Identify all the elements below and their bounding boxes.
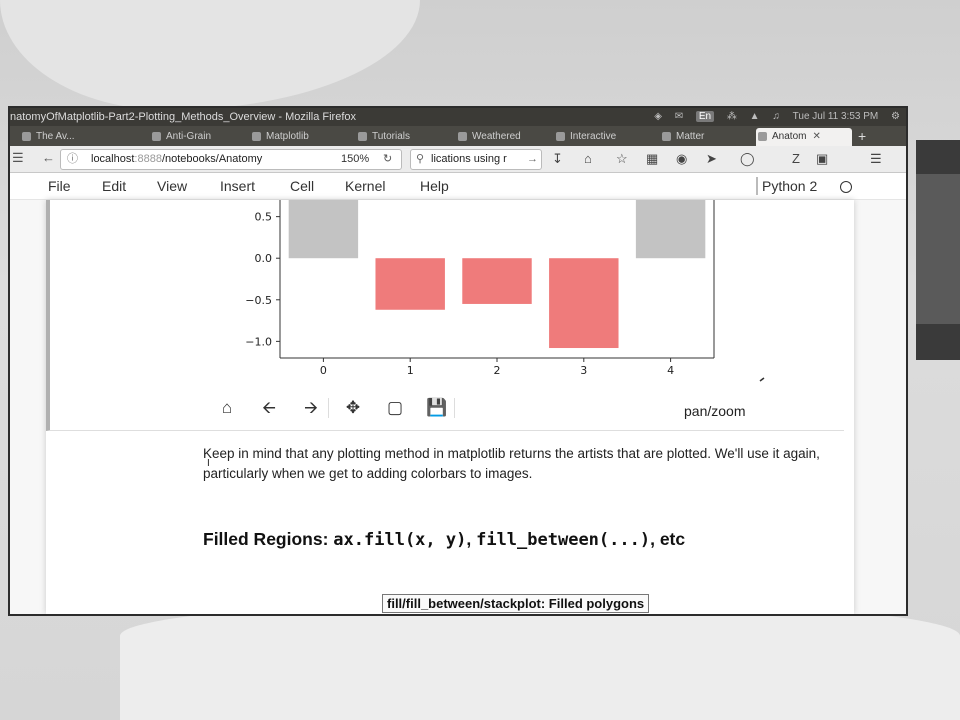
menu-file[interactable]: File [48,178,71,194]
tab-favicon-icon [152,132,161,141]
glare-bottom [120,600,960,720]
kernel-status-icon [840,181,852,193]
figure-toolbar: ⌂ 🡨 🡪 ✥ ▢ 💾 pan/zoom [210,396,770,424]
menu-cell[interactable]: Cell [290,178,315,194]
tab-favicon-icon [22,132,31,141]
tab-4[interactable]: Weathered [456,128,546,146]
zoom-level[interactable]: 150% [341,153,370,165]
figure-status-message: pan/zoom [684,403,746,419]
forward-icon[interactable]: 🡪 [304,398,318,417]
tab-1[interactable]: Anti-Grain [150,128,240,146]
x-tick-label-2: 2 [494,364,501,377]
menu-view[interactable]: View [157,178,188,194]
markdown-paragraph: Keep in mind that any plotting method in… [203,446,820,481]
volume-icon[interactable]: ♫ [772,111,780,122]
bookmark-star-icon[interactable]: ☆ [616,151,628,166]
bar-0 [288,200,359,259]
output-cell[interactable]: 0 1 2 3 4 0.5 0.0 −0.5 −1.0 ⌂ 🡨 🡪 ✥ ▢ 💾 pan/zoom [46,200,844,431]
section-heading: Filled Regions: ax.fill(x, y), fill_betw… [203,529,686,550]
zoom-rect-icon[interactable]: ▢ [386,398,404,417]
url-text: localhost:8888/notebooks/Anatomy [91,153,263,165]
x-tick-label-1: 1 [407,364,414,377]
notebook-area: 0 1 2 3 4 0.5 0.0 −0.5 −1.0 ⌂ 🡨 🡪 ✥ ▢ 💾 pan/zoom… [10,200,906,614]
y-tick-label-3: −1.0 [245,335,272,348]
url-bar[interactable]: ⓘ localhost:8888/notebooks/Anatomy 150% … [60,149,402,170]
menu-insert[interactable]: Insert [220,178,256,194]
x-tick-label-0: 0 [320,364,327,377]
extension-icon[interactable]: ◯ [740,151,755,166]
tab-7-active[interactable]: Anatom ✕ [756,128,852,146]
settings-gear-icon[interactable]: ⚙ [891,111,900,122]
hamburger-menu-icon[interactable]: ☰ [870,151,882,166]
resize-mark [759,377,765,382]
bar-2 [462,258,532,304]
notebook-menubar: File Edit View Insert Cell Kernel Help P… [10,173,906,200]
toolbar-separator [328,398,329,418]
home-nav-icon[interactable]: ⌂ [584,151,592,166]
back-icon[interactable]: 🡨 [262,398,276,417]
tab-bar: The Av... Anti-Grain Matplotlib Tutorial… [10,126,906,146]
bluetooth-icon[interactable]: ⁂ [726,111,737,122]
tab-favicon-icon [662,132,671,141]
language-indicator[interactable]: En [695,111,715,122]
tab-3[interactable]: Tutorials [356,128,446,146]
tab-favicon-icon [758,132,767,141]
bar-4 [635,200,706,259]
new-tab-icon[interactable]: + [858,128,867,144]
bar-1 [375,258,445,310]
reload-icon[interactable]: ↻ [383,153,393,165]
home-icon[interactable]: ⌂ [221,398,233,417]
system-tray: ◈ ✉ En ⁂ ▲ ♫ Tue Jul 11 3:53 PM ⚙ [644,108,900,126]
sidebar-icon[interactable]: ☰ [12,150,24,165]
browser-window: natomyOfMatplotlib-Part2-Plotting_Method… [10,108,906,614]
search-go-icon[interactable]: → [527,153,538,165]
y-tick-label-2: −0.5 [245,294,272,307]
y-tick-label-1: 0.0 [255,252,273,265]
kernel-separator [756,177,758,195]
zotero-icon[interactable]: Z [792,151,800,166]
toolbar-separator [454,398,455,418]
close-tab-icon[interactable]: ✕ [812,131,821,142]
tab-favicon-icon [458,132,467,141]
bar-chart[interactable]: 0 1 2 3 4 0.5 0.0 −0.5 −1.0 [50,200,840,396]
tab-0[interactable]: The Av... [20,128,120,146]
back-nav-icon[interactable]: ← [42,150,55,165]
menu-help[interactable]: Help [420,178,449,194]
search-bar[interactable]: ⚲ lications using r → [410,149,542,170]
save-icon[interactable]: 💾 [426,398,448,417]
wifi-icon[interactable]: ▲ [749,111,760,122]
send-icon[interactable]: ➤ [706,151,717,166]
tab-2[interactable]: Matplotlib [250,128,340,146]
bar-3 [549,258,619,349]
site-info-icon[interactable]: ⓘ [67,153,78,165]
tab-favicon-icon [358,132,367,141]
adjacent-monitor [916,140,960,360]
pan-icon[interactable]: ✥ [345,398,361,417]
menu-kernel[interactable]: Kernel [345,178,386,194]
tab-favicon-icon [556,132,565,141]
download-icon[interactable]: ↧ [552,151,563,166]
clock[interactable]: Tue Jul 11 3:53 PM [792,111,879,122]
library-icon[interactable]: ▦ [646,151,659,166]
tab-6[interactable]: Matter [660,128,750,146]
notebook-page: 0 1 2 3 4 0.5 0.0 −0.5 −1.0 ⌂ 🡨 🡪 ✥ ▢ 💾 pan/zoom… [46,200,854,614]
search-icon: ⚲ [416,153,425,165]
mail-icon[interactable]: ✉ [674,111,684,122]
tab-favicon-icon [252,132,261,141]
search-input[interactable]: lications using r [431,153,507,165]
y-tick-label-0: 0.5 [255,211,273,224]
text-cursor-icon: I [207,458,210,469]
navigation-bar: ☰ ← ⓘ localhost:8888/notebooks/Anatomy 1… [10,146,906,173]
tooltip: fill/fill_between/stackplot: Filled poly… [382,594,650,613]
x-tick-label-3: 3 [580,364,587,377]
x-tick-label-4: 4 [667,364,674,377]
tab-5[interactable]: Interactive [554,128,644,146]
dropbox-icon[interactable]: ◈ [654,111,662,122]
window-icon[interactable]: ▣ [816,151,829,166]
pocket-icon[interactable]: ◉ [676,151,688,166]
window-titlebar: natomyOfMatplotlib-Part2-Plotting_Method… [10,108,906,126]
menu-edit[interactable]: Edit [102,178,127,194]
window-title: natomyOfMatplotlib-Part2-Plotting_Method… [10,111,357,123]
kernel-name[interactable]: Python 2 [762,178,818,194]
